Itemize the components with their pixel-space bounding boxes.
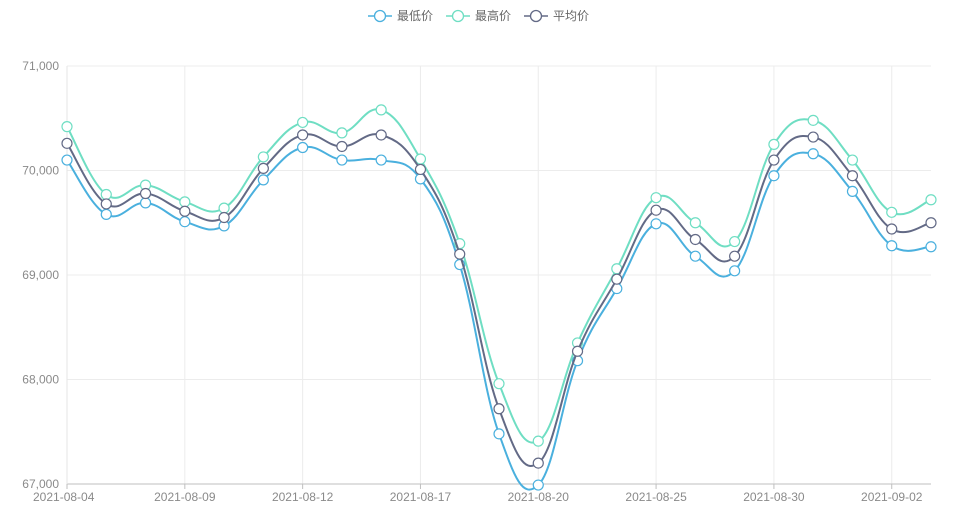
data-point[interactable] <box>493 378 505 390</box>
series-2 <box>61 104 937 447</box>
data-point[interactable] <box>886 240 898 252</box>
data-point[interactable] <box>100 198 112 210</box>
data-point[interactable] <box>689 217 701 229</box>
data-point[interactable] <box>532 435 544 447</box>
data-point[interactable] <box>100 208 112 220</box>
series-3 <box>61 129 937 469</box>
data-point[interactable] <box>179 205 191 217</box>
data-point[interactable] <box>414 163 427 176</box>
data-point[interactable] <box>375 104 387 116</box>
data-point[interactable] <box>218 211 230 224</box>
data-point[interactable] <box>729 250 741 262</box>
legend-label: 最低价 <box>397 9 433 23</box>
data-point[interactable] <box>454 248 466 260</box>
data-point[interactable] <box>768 154 780 166</box>
y-tick-label: 71,000 <box>22 59 59 73</box>
legend-label: 最高价 <box>475 8 511 23</box>
series-1 <box>61 141 937 491</box>
data-point[interactable] <box>807 114 819 126</box>
data-point[interactable] <box>925 194 937 206</box>
data-point[interactable] <box>336 127 348 139</box>
series-layer <box>61 104 937 491</box>
legend-marker <box>451 9 465 23</box>
data-point[interactable] <box>257 151 269 163</box>
x-tick-label: 2021-08-17 <box>390 490 452 504</box>
data-point[interactable] <box>886 223 898 235</box>
series-line <box>66 108 932 444</box>
x-tick-label: 2021-08-12 <box>272 490 334 504</box>
y-tick-label: 67,000 <box>22 477 59 491</box>
data-point[interactable] <box>571 345 584 357</box>
data-point[interactable] <box>297 141 309 154</box>
y-tick-label: 70,000 <box>22 164 59 178</box>
legend[interactable]: 最低价 最高价 平均价 <box>368 8 589 23</box>
data-point[interactable] <box>179 196 191 208</box>
data-point[interactable] <box>179 216 191 228</box>
data-point[interactable] <box>689 250 701 262</box>
legend-item[interactable]: 最低价 <box>368 9 433 23</box>
data-point[interactable] <box>493 403 505 415</box>
data-point[interactable] <box>650 192 662 204</box>
data-point[interactable] <box>846 170 859 182</box>
data-point[interactable] <box>375 129 387 141</box>
data-point[interactable] <box>650 204 662 216</box>
data-point[interactable] <box>768 138 780 150</box>
data-point[interactable] <box>100 188 112 201</box>
y-tick-label: 68,000 <box>22 373 59 387</box>
data-point[interactable] <box>336 140 348 153</box>
data-point[interactable] <box>532 457 544 469</box>
data-point[interactable] <box>729 265 741 277</box>
x-tick-label: 2021-08-04 <box>33 490 95 504</box>
data-point[interactable] <box>139 197 152 209</box>
y-tick-label: 69,000 <box>22 268 59 282</box>
legend-marker <box>529 9 543 23</box>
data-point[interactable] <box>61 121 73 133</box>
x-tick-label: 2021-08-30 <box>743 490 805 504</box>
data-point[interactable] <box>689 233 701 246</box>
data-point[interactable] <box>375 154 387 166</box>
data-point[interactable] <box>139 187 152 200</box>
x-tick-label: 2021-08-20 <box>508 490 570 504</box>
data-point[interactable] <box>650 218 662 230</box>
data-point[interactable] <box>925 217 937 229</box>
data-point[interactable] <box>846 154 859 166</box>
legend-item[interactable]: 最高价 <box>446 8 511 23</box>
data-point[interactable] <box>61 137 73 149</box>
x-tick-label: 2021-08-09 <box>154 490 216 504</box>
data-point[interactable] <box>297 129 309 141</box>
data-point[interactable] <box>414 153 427 165</box>
data-point[interactable] <box>336 154 348 166</box>
axes: 67,000 68,000 69,000 70,000 71,000 2021-08-04… <box>22 59 931 504</box>
legend-item[interactable]: 平均价 <box>524 9 589 23</box>
x-tick-label: 2021-09-02 <box>861 490 923 504</box>
series-line <box>66 133 932 467</box>
data-point[interactable] <box>532 479 544 491</box>
data-point[interactable] <box>768 170 780 182</box>
grid-lines <box>67 65 931 485</box>
legend-marker <box>373 9 387 23</box>
data-point[interactable] <box>257 162 269 175</box>
x-tick-label: 2021-08-25 <box>625 490 687 504</box>
data-point[interactable] <box>846 185 859 197</box>
data-point[interactable] <box>297 116 309 129</box>
data-point[interactable] <box>925 241 937 253</box>
data-point[interactable] <box>493 428 505 440</box>
data-point[interactable] <box>886 206 898 218</box>
data-point[interactable] <box>807 131 819 143</box>
data-point[interactable] <box>218 202 230 214</box>
data-point[interactable] <box>807 148 819 160</box>
data-point[interactable] <box>61 154 73 166</box>
data-point[interactable] <box>257 174 269 186</box>
data-point[interactable] <box>729 235 741 248</box>
data-point[interactable] <box>611 273 623 285</box>
legend-label: 平均价 <box>553 9 589 23</box>
